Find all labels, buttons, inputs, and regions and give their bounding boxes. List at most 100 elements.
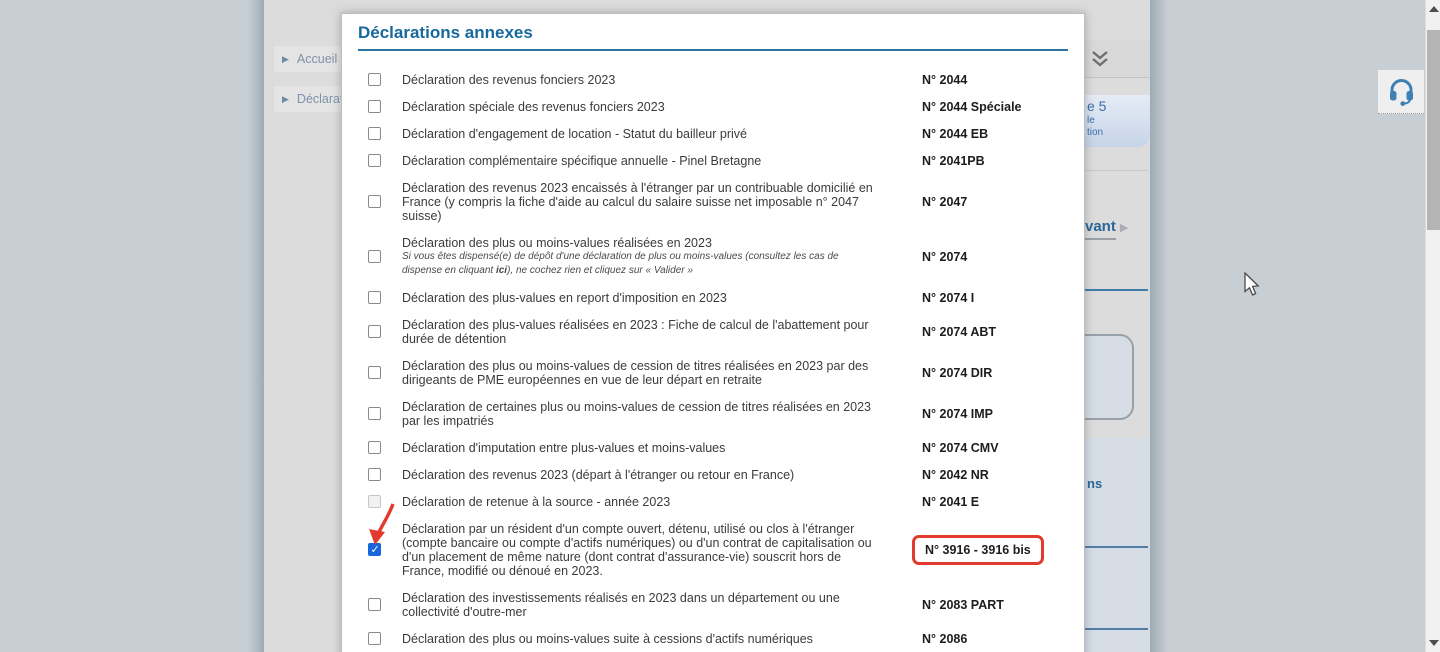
declaration-label-cell: Déclaration des revenus 2023 (départ à l… — [402, 468, 922, 482]
declaration-checkbox[interactable] — [368, 325, 381, 338]
declaration-checkbox[interactable] — [368, 366, 381, 379]
declaration-checkbox[interactable] — [368, 441, 381, 454]
declaration-row-12: Déclaration des revenus 2023 (départ à l… — [358, 461, 1068, 488]
declaration-label-cell: Déclaration des revenus fonciers 2023 — [402, 73, 922, 87]
triangle-right-icon: ▶ — [1119, 222, 1129, 234]
triangle-right-icon: ▶ — [282, 93, 289, 104]
declaration-label: Déclaration des plus ou moins-values sui… — [402, 631, 813, 646]
declaration-checkbox[interactable] — [368, 250, 381, 263]
declaration-number: N° 2074 CMV — [922, 440, 999, 455]
declaration-label-cell: Déclaration par un résident d'un compte … — [402, 522, 922, 578]
note-text: Si vous êtes dispensé(e) de dépôt d'une … — [402, 250, 839, 276]
declaration-row-2: Déclaration spéciale des revenus foncier… — [358, 93, 1068, 120]
declaration-checkbox[interactable] — [368, 632, 381, 645]
red-annotation-arrow-icon — [369, 503, 395, 545]
checkbox-cell — [358, 366, 402, 379]
scrollbar-thumb[interactable] — [1427, 30, 1440, 230]
declaration-number-cell: N° 2044 — [922, 73, 967, 87]
declaration-number: N° 2041PB — [922, 153, 985, 168]
declaration-number: N° 3916 - 3916 bis — [912, 534, 1044, 565]
chevron-double-down-icon[interactable] — [1089, 50, 1111, 73]
declaration-number-cell: N° 2074 ABT — [922, 325, 996, 339]
declaration-label-cell: Déclaration des plus ou moins-values sui… — [402, 632, 922, 646]
declaration-checkbox[interactable] — [368, 468, 381, 481]
declaration-number: N° 2044 EB — [922, 126, 989, 141]
checkbox-cell — [358, 468, 402, 481]
background-side-panel: ns — [1085, 438, 1150, 652]
declaration-number: N° 2074 I — [922, 290, 975, 305]
checkbox-cell — [358, 441, 402, 454]
declaration-label: Déclaration spéciale des revenus foncier… — [402, 99, 665, 114]
declaration-row-3: Déclaration d'engagement de location - S… — [358, 120, 1068, 147]
sidebar-item-label: Déclarati — [296, 92, 347, 106]
headset-icon — [1390, 78, 1413, 106]
declaration-label: Déclaration des investissements réalisés… — [402, 590, 840, 619]
note-link[interactable]: ici — [495, 264, 508, 276]
checkbox-cell — [358, 127, 402, 140]
background-divider — [1085, 170, 1148, 171]
checkbox-cell — [358, 632, 402, 645]
modal-title: Déclarations annexes — [358, 23, 533, 42]
declaration-row-1: Déclaration des revenus fonciers 2023 N°… — [358, 66, 1068, 93]
scroll-up-icon[interactable] — [1429, 6, 1439, 12]
declaration-number-cell: N° 2074 IMP — [922, 407, 993, 421]
browser-scrollbar[interactable] — [1425, 0, 1440, 652]
declaration-row-6: Déclaration des plus ou moins-values réa… — [358, 229, 1068, 284]
declaration-note: Si vous êtes dispensé(e) de dépôt d'une … — [402, 250, 880, 278]
declaration-label: Déclaration d'imputation entre plus-valu… — [402, 440, 726, 455]
declaration-checkbox[interactable] — [368, 598, 381, 611]
declaration-checkbox[interactable] — [368, 195, 381, 208]
declaration-label-cell: Déclaration spéciale des revenus foncier… — [402, 100, 922, 114]
declaration-row-16: Déclaration des plus ou moins-values sui… — [358, 625, 1068, 652]
declaration-number: N° 2083 PART — [922, 597, 1004, 612]
declaration-number: N° 2041 E — [922, 494, 980, 509]
checkbox-cell — [358, 495, 402, 508]
declaration-checkbox[interactable] — [368, 154, 381, 167]
declaration-number-cell: N° 2044 Spéciale — [922, 100, 1022, 114]
declaration-list: Déclaration des revenus fonciers 2023 N°… — [358, 66, 1068, 652]
declaration-checkbox[interactable] — [368, 495, 381, 508]
next-button-fragment[interactable]: vant ▶ — [1085, 218, 1129, 240]
declaration-checkbox[interactable] — [368, 407, 381, 420]
declaration-number: N° 2042 NR — [922, 467, 989, 482]
checkbox-cell — [358, 154, 402, 167]
declaration-number: N° 2086 — [922, 631, 968, 646]
declaration-number-cell: N° 2041PB — [922, 154, 985, 168]
checkbox-cell — [358, 407, 402, 420]
help-contact-button[interactable] — [1378, 70, 1424, 114]
scroll-down-icon[interactable] — [1429, 640, 1439, 646]
declaration-number: N° 2074 DIR — [922, 365, 993, 380]
declaration-checkbox[interactable] — [368, 127, 381, 140]
panel-text-fragment: ns — [1087, 476, 1103, 491]
declaration-number-cell: N° 2074 DIR — [922, 366, 992, 380]
declaration-row-10: Déclaration de certaines plus ou moins-v… — [358, 393, 1068, 434]
declaration-label-cell: Déclaration de certaines plus ou moins-v… — [402, 400, 922, 428]
declaration-row-11: Déclaration d'imputation entre plus-valu… — [358, 434, 1068, 461]
checkbox-cell — [358, 73, 402, 86]
note-text: ), ne cochez rien et cliquez sur « Valid… — [507, 264, 693, 276]
title-underline — [358, 49, 1068, 51]
declaration-label-cell: Déclaration d'engagement de location - S… — [402, 127, 922, 141]
step-subtext: le — [1087, 115, 1095, 126]
next-button-label: vant — [1085, 218, 1116, 240]
declaration-number: N° 2074 ABT — [922, 324, 997, 339]
declaration-number: N° 2044 — [922, 72, 968, 87]
declaration-label: Déclaration de retenue à la source - ann… — [402, 494, 671, 509]
declaration-checkbox[interactable] — [368, 100, 381, 113]
declaration-number-cell: N° 2042 NR — [922, 468, 989, 482]
declaration-checkbox[interactable] — [368, 73, 381, 86]
declaration-label-cell: Déclaration des plus-values en report d'… — [402, 291, 922, 305]
sidebar-item-label: Accueil — [296, 52, 338, 66]
checkbox-cell — [358, 325, 402, 338]
background-rule — [1085, 289, 1148, 291]
checkbox-cell — [358, 195, 402, 208]
declaration-row-8: Déclaration des plus-values réalisées en… — [358, 311, 1068, 352]
declaration-checkbox[interactable] — [368, 291, 381, 304]
declaration-number-cell: N° 2074 — [922, 250, 967, 264]
mouse-cursor — [1243, 271, 1261, 303]
declarations-annexes-modal: Déclarations annexes Déclaration des rev… — [341, 13, 1085, 652]
declaration-row-15: Déclaration des investissements réalisés… — [358, 584, 1068, 625]
triangle-right-icon: ▶ — [282, 53, 289, 64]
declaration-label: Déclaration des plus ou moins-values de … — [402, 358, 869, 387]
